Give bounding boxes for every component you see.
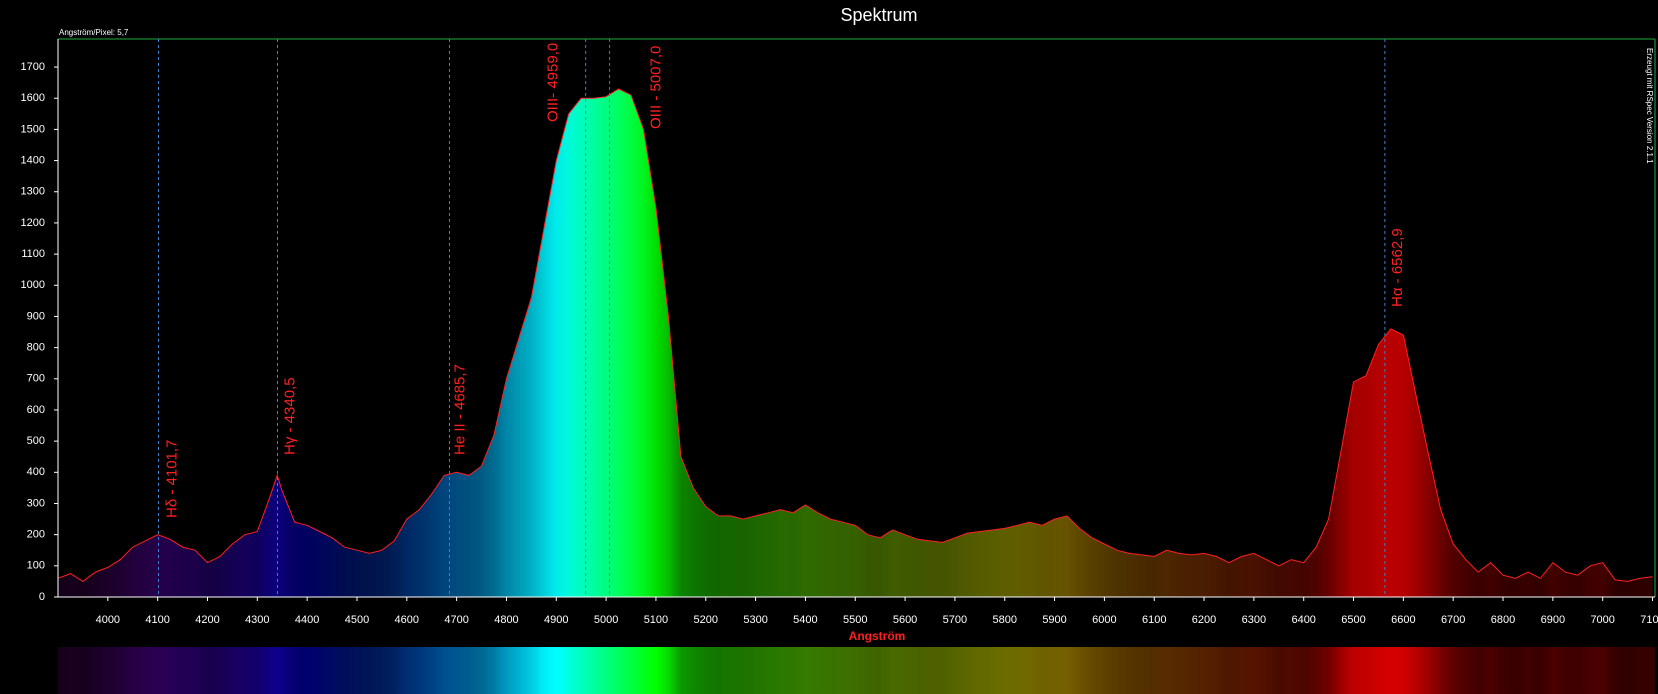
y-tick-label: 0: [39, 591, 45, 603]
y-tick-label: 900: [27, 310, 45, 322]
annotation-label: Hδ - 4101,7: [164, 440, 181, 518]
x-tick-label: 5900: [1042, 614, 1066, 626]
spectrum-strip: [58, 647, 1655, 694]
plot-area: 0 100 200 300 400 500 600 700 800 900 1000 1100 1200…: [21, 38, 1658, 626]
y-tick-label: 600: [27, 404, 45, 416]
x-tick-label: 4900: [544, 614, 568, 626]
x-tick-label: 6800: [1491, 614, 1515, 626]
annotation-label: OIII - 5007,0: [648, 46, 665, 129]
x-tick-label: 6700: [1441, 614, 1465, 626]
annotation-label: OIII- 4959,0: [545, 43, 562, 122]
y-tick-label: 800: [27, 342, 45, 354]
annotation-label: Hα - 6562,9: [1389, 228, 1406, 307]
x-tick-label: 4300: [245, 614, 269, 626]
x-tick-label: 6400: [1291, 614, 1315, 626]
x-tick-label: 4700: [444, 614, 468, 626]
x-tick-label: 5700: [943, 614, 967, 626]
y-tick-label: 1000: [21, 279, 45, 291]
y-tick-label: 300: [27, 497, 45, 509]
x-tick-label: 5400: [793, 614, 817, 626]
x-tick-label: 4500: [345, 614, 369, 626]
x-tick-label: 6500: [1341, 614, 1365, 626]
x-tick-label: 6600: [1391, 614, 1415, 626]
x-tick-label: 4800: [494, 614, 518, 626]
x-tick-label: 7100: [1640, 614, 1658, 626]
y-tick-label: 1700: [21, 61, 45, 73]
x-tick-label: 6200: [1192, 614, 1216, 626]
x-axis-label: Angström: [849, 629, 906, 643]
y-tick-label: 1300: [21, 186, 45, 198]
y-tick-label: 1600: [21, 92, 45, 104]
y-tick-label: 400: [27, 466, 45, 478]
x-tick-label: 5200: [694, 614, 718, 626]
x-tick-label: 4400: [295, 614, 319, 626]
x-tick-label: 4600: [395, 614, 419, 626]
y-tick-label: 200: [27, 529, 45, 541]
spectrum-line: [57, 88, 1653, 583]
x-tick-label: 5500: [843, 614, 867, 626]
y-tick-label: 100: [27, 560, 45, 572]
x-tick-label: 5000: [594, 614, 618, 626]
x-tick-label: 6000: [1092, 614, 1116, 626]
credit: Erzeugt mit RSpec Version 2.1.1: [1645, 48, 1654, 164]
y-tick-label: 700: [27, 373, 45, 385]
x-tick-label: 6300: [1242, 614, 1266, 626]
y-tick-label: 500: [27, 435, 45, 447]
x-tick-label: 5800: [992, 614, 1016, 626]
x-tick-label: 4200: [195, 614, 219, 626]
x-tick-label: 4000: [96, 614, 120, 626]
x-tick-label: 7000: [1590, 614, 1614, 626]
y-tick-label: 1100: [21, 248, 45, 260]
x-tick-label: 4100: [145, 614, 169, 626]
x-tick-label: 6900: [1541, 614, 1565, 626]
x-tick-label: 5600: [893, 614, 917, 626]
y-tick-label: 1400: [21, 154, 45, 166]
y-tick-label: 1500: [21, 123, 45, 135]
annotation-label: Hγ - 4340,5: [281, 377, 298, 455]
x-tick-label: 6100: [1142, 614, 1166, 626]
subtitle: Angström/Pixel: 5,7: [59, 28, 129, 37]
x-tick-label: 5100: [644, 614, 668, 626]
y-tick-label: 1200: [21, 217, 45, 229]
chart-title: Spektrum: [840, 5, 917, 25]
annotation-label: He II - 4685,7: [452, 364, 469, 455]
x-tick-label: 5300: [743, 614, 767, 626]
